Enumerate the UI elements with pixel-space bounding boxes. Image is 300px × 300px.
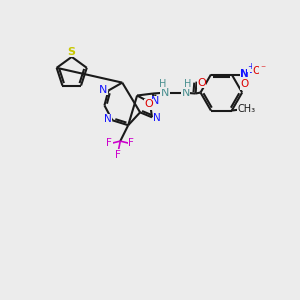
Text: H: H [159,79,167,88]
Text: N: N [161,88,169,98]
Text: ⁻: ⁻ [260,64,265,75]
Text: H: H [184,79,191,88]
Text: N: N [153,113,161,123]
Text: N: N [182,88,190,98]
Text: F: F [116,150,121,160]
Text: CH₃: CH₃ [238,103,256,114]
Text: O: O [145,99,153,110]
Text: N: N [151,97,159,106]
Text: N: N [240,68,249,79]
Text: O: O [197,78,206,88]
Text: O: O [241,80,249,89]
Text: F: F [128,138,134,148]
Text: +: + [247,62,254,71]
Text: N: N [99,85,108,94]
Text: N: N [103,114,111,124]
Text: O: O [252,66,261,76]
Text: S: S [68,47,76,57]
Text: F: F [106,138,112,148]
